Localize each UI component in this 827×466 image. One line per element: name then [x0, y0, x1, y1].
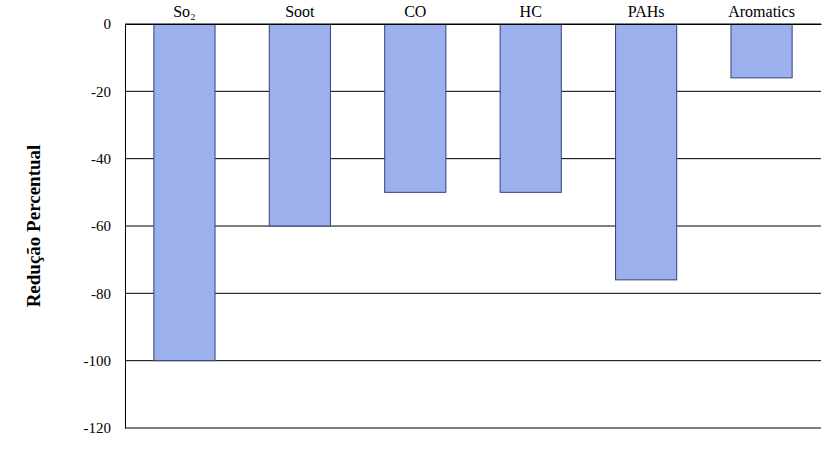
x-tick-label: So₂ — [173, 3, 195, 20]
x-tick-label: Aromatics — [728, 3, 795, 20]
y-axis-line — [125, 25, 126, 429]
y-tick-label: -20 — [91, 84, 111, 100]
grid-line — [125, 158, 821, 159]
x-tick: Aromatics — [728, 3, 795, 24]
x-tick-label: Soot — [285, 3, 315, 20]
y-tick: -100 — [84, 353, 126, 369]
x-tick-label: PAHs — [628, 3, 665, 20]
grid-line — [125, 24, 821, 25]
plot: 0 -20 -40 -60 -80 -100 -120 So₂ Soot CO HC PAHs Arom… — [84, 3, 822, 436]
y-axis: 0 -20 -40 -60 -80 -100 -120 — [84, 16, 126, 436]
x-axis-line — [126, 24, 822, 25]
y-tick: -40 — [91, 151, 125, 167]
bar — [731, 24, 792, 78]
y-axis-title: Redução Percentual — [23, 145, 44, 308]
grid-line — [125, 428, 821, 429]
y-tick: -60 — [91, 218, 125, 234]
bar — [500, 24, 561, 192]
y-tick-label: -100 — [84, 353, 112, 369]
x-tick: Soot — [285, 3, 315, 24]
x-tick: PAHs — [628, 3, 665, 24]
y-tick: 0 — [104, 16, 126, 32]
x-axis: So₂ Soot CO HC PAHs Aromatics — [126, 3, 822, 25]
y-tick-label: 0 — [104, 16, 112, 32]
bar — [154, 24, 215, 361]
chart: 0 -20 -40 -60 -80 -100 -120 So₂ Soot CO HC PAHs Arom… — [0, 0, 827, 466]
y-tick: -120 — [84, 420, 126, 436]
y-tick: -20 — [91, 84, 125, 100]
x-tick: HC — [520, 3, 542, 24]
bar — [269, 24, 330, 226]
bar — [616, 24, 677, 280]
bar — [385, 24, 446, 192]
x-tick: CO — [404, 3, 426, 24]
grid-line — [125, 91, 821, 92]
x-tick: So₂ — [173, 3, 195, 24]
y-tick-label: -60 — [91, 218, 111, 234]
y-tick-label: -120 — [84, 420, 112, 436]
grid-line — [125, 293, 821, 294]
grid-line — [125, 226, 821, 227]
bars — [154, 24, 792, 361]
y-tick-label: -80 — [91, 286, 111, 302]
x-tick-label: HC — [520, 3, 542, 20]
grid-line — [125, 360, 821, 361]
x-tick-label: CO — [404, 3, 426, 20]
grid — [125, 24, 821, 428]
y-tick: -80 — [91, 286, 125, 302]
y-tick-label: -40 — [91, 151, 111, 167]
